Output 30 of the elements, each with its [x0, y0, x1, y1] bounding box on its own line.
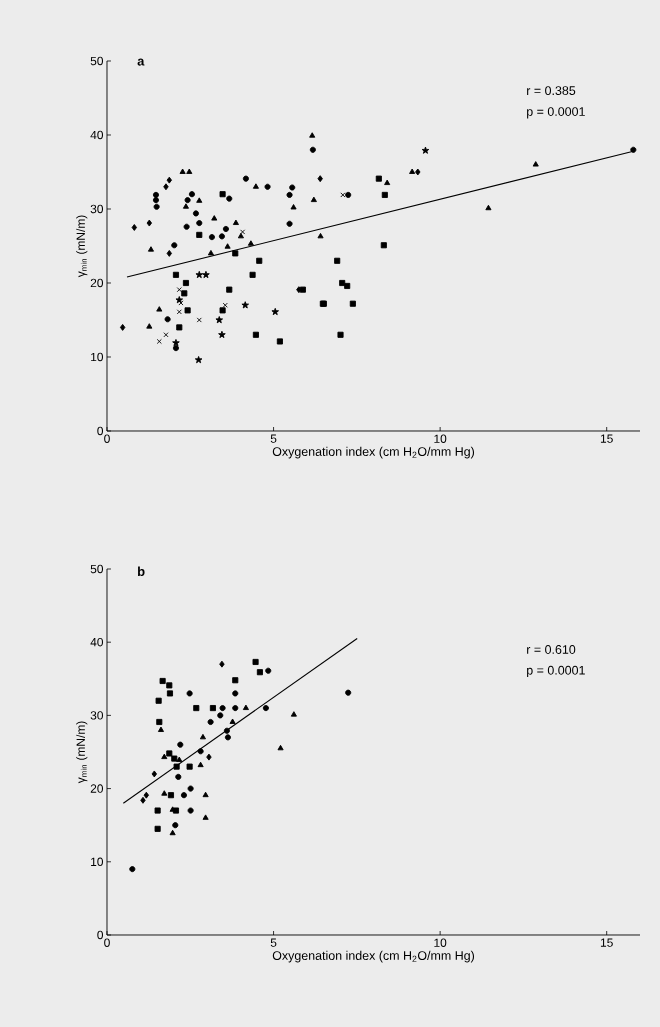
y-tick-label: 50 [90, 56, 104, 66]
x-axis-title: Oxygenation index (cm H$_{2}$O/mm Hg) [272, 950, 475, 963]
x-tick-label: 0 [104, 434, 110, 443]
y-tick-label: 10 [91, 352, 104, 362]
y-axis-title: γ$_{min}$ (mN/m) [76, 721, 88, 784]
x-tick-label: 10 [434, 938, 447, 947]
annotation: r = 0.610 [527, 645, 576, 654]
y-axis-title: γ$_{min}$ (mN/m) [76, 215, 88, 278]
x-tick-label: 0 [104, 938, 110, 947]
x-axis-title: Oxygenation index (cm H$_{2}$O/mm Hg) [272, 446, 475, 459]
y-tick-label: 30 [90, 204, 104, 214]
x-tick-label: 15 [600, 938, 613, 947]
y-tick-label: 50 [90, 564, 104, 574]
annotation: p = 0.0001 [527, 107, 585, 119]
y-tick-label: 40 [90, 637, 104, 647]
y-tick-label: 30 [90, 711, 104, 720]
y-tick-label: 0 [97, 426, 104, 436]
y-tick-label: 40 [90, 130, 104, 140]
chart-title: a [137, 58, 145, 66]
x-tick-label: 10 [434, 434, 447, 443]
y-tick-label: 20 [90, 278, 104, 288]
annotation: p = 0.0001 [527, 665, 585, 678]
y-tick-label: 10 [91, 857, 104, 867]
y-tick-label: 0 [97, 930, 104, 940]
x-tick-label: 5 [270, 938, 277, 947]
chart-title: b [138, 566, 145, 577]
x-tick-label: 5 [270, 434, 277, 443]
x-tick-label: 15 [600, 434, 613, 443]
annotation: r = 0.385 [527, 86, 576, 95]
y-tick-label: 20 [90, 784, 104, 793]
